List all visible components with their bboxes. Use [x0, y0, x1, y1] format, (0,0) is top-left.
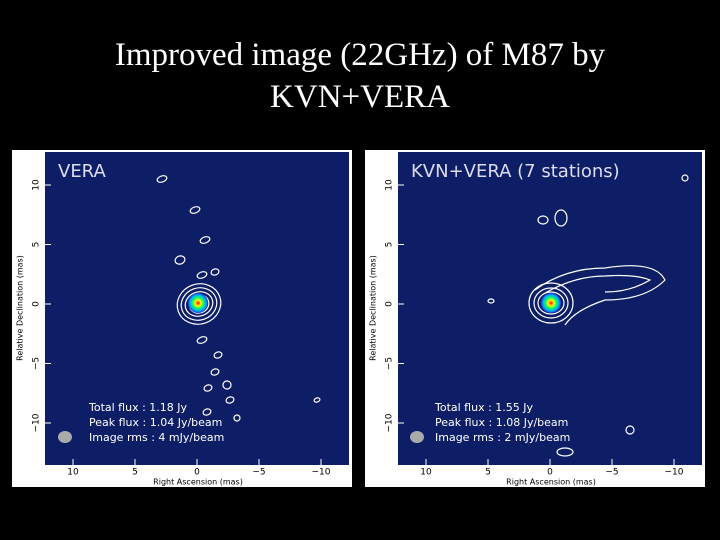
- y-tick-label: 0: [385, 301, 395, 307]
- x-tick-label: 10: [420, 468, 432, 478]
- flux-stat: Peak flux : 1.04 Jy/beam: [89, 416, 222, 429]
- x-tick-label: 5: [132, 468, 138, 478]
- core: [188, 293, 208, 313]
- y-axis-label: Relative Declination (mas): [16, 255, 25, 361]
- contour: [156, 175, 168, 183]
- flux-stat: Total flux : 1.55 Jy: [434, 401, 534, 414]
- panel-label: VERA: [58, 161, 106, 182]
- contour: [537, 291, 565, 315]
- flux-stat: Image rms : 2 mJy/beam: [435, 431, 570, 444]
- contour: [196, 271, 208, 279]
- x-tick-label: −5: [252, 468, 265, 478]
- contour: [625, 425, 635, 435]
- flux-stat: Peak flux : 1.08 Jy/beam: [435, 416, 568, 429]
- contour: [556, 447, 574, 457]
- contour: [199, 236, 211, 244]
- contour: [313, 397, 321, 403]
- x-tick-label: 0: [194, 468, 200, 478]
- contour: [210, 268, 220, 276]
- contour: [176, 283, 222, 325]
- contour: [189, 206, 201, 214]
- kvn-vera-panel: 10 5 0 −5 −10 10 5 0 −5 −10 Right Ascension (mas) R…: [365, 150, 705, 487]
- x-tick-label: −10: [665, 468, 684, 478]
- slide-title: Improved image (22GHz) of M87 by KVN+VER…: [114, 37, 606, 115]
- contour: [202, 408, 212, 416]
- jet-contour: [544, 274, 652, 294]
- core: [541, 293, 561, 313]
- contour: [225, 396, 235, 404]
- x-tick-label: 5: [485, 468, 491, 478]
- y-tick-label: −5: [32, 357, 42, 370]
- contour: [233, 414, 241, 422]
- y-tick-label: 0: [32, 301, 42, 307]
- contour: [537, 215, 549, 225]
- contour: [180, 287, 218, 321]
- x-axis-label: Right Ascension (mas): [506, 478, 596, 487]
- y-tick-label: −10: [385, 413, 395, 432]
- beam: [410, 431, 424, 443]
- x-tick-label: 0: [547, 468, 553, 478]
- contour: [681, 174, 689, 182]
- x-axis-label: Right Ascension (mas): [153, 478, 243, 487]
- flux-stat: Total flux : 1.18 Jy: [88, 401, 188, 414]
- contour: [210, 368, 220, 376]
- contour: [533, 287, 569, 319]
- x-tick-label: −10: [312, 468, 331, 478]
- flux-stat: Image rms : 4 mJy/beam: [89, 431, 224, 444]
- y-axis-label: Relative Declination (mas): [369, 255, 378, 361]
- contour: [528, 282, 574, 324]
- y-tick-label: 5: [32, 242, 42, 248]
- panel-label: KVN+VERA (7 stations): [411, 161, 620, 182]
- y-tick-label: 10: [32, 179, 42, 191]
- jet-contour: [534, 265, 666, 326]
- x-tick-label: −5: [605, 468, 618, 478]
- y-tick-label: 10: [385, 179, 395, 191]
- vera-panel: 10 5 0 −5 −10 10 5 0 −5 −10 Right Ascension (mas) R…: [12, 150, 352, 487]
- contour: [487, 298, 495, 304]
- y-tick-label: 5: [385, 242, 395, 248]
- beam: [58, 431, 72, 443]
- contour: [203, 384, 213, 392]
- y-tick-label: −5: [385, 357, 395, 370]
- y-tick-label: −10: [32, 413, 42, 432]
- contour: [196, 336, 208, 344]
- contour: [222, 380, 232, 390]
- contour: [184, 291, 214, 317]
- contour: [174, 255, 186, 265]
- x-tick-label: 10: [67, 468, 79, 478]
- contour: [554, 209, 568, 227]
- contour: [213, 351, 223, 359]
